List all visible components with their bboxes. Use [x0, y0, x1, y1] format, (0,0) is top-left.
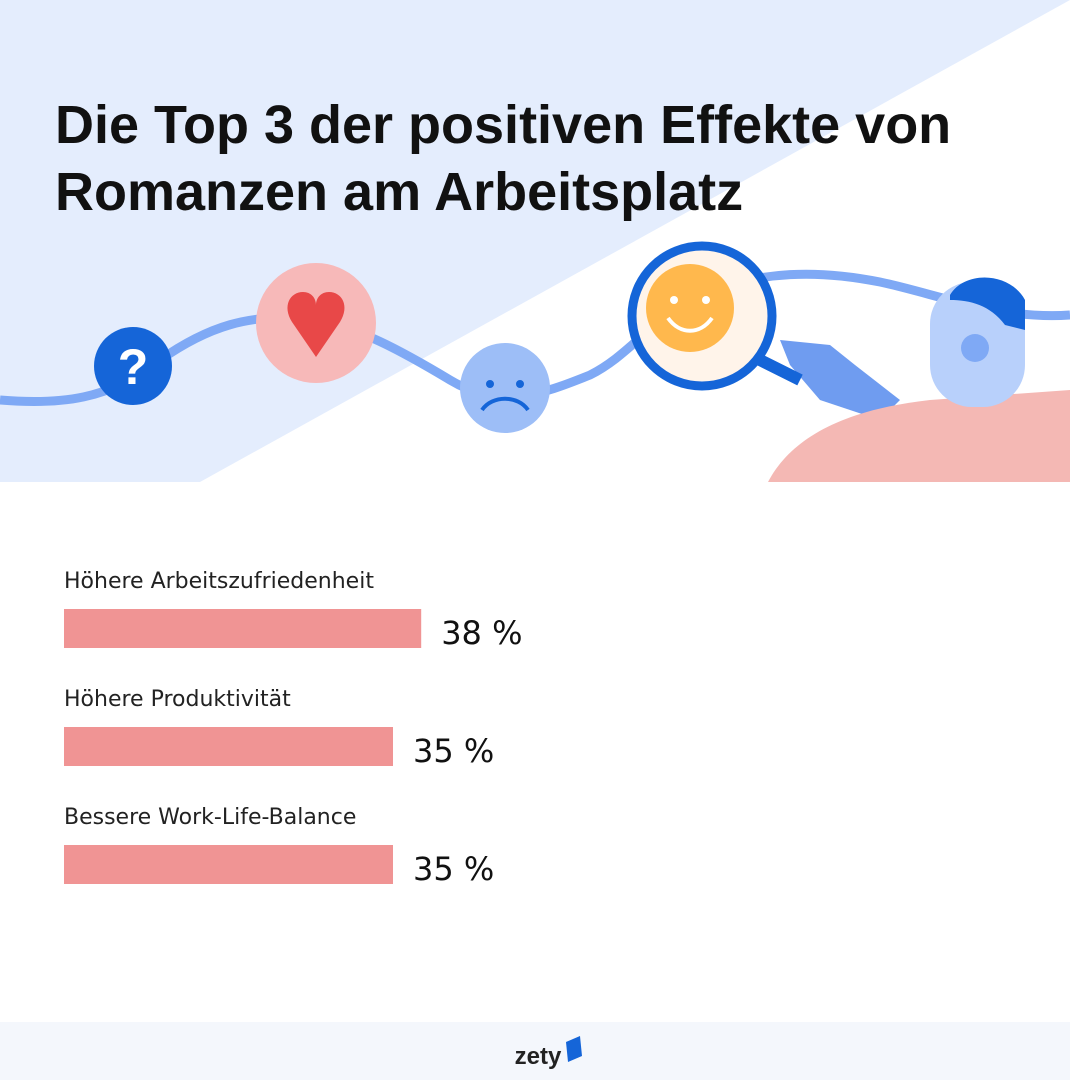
- brand-mark: [566, 1036, 582, 1062]
- sad-icon: [460, 343, 550, 433]
- bar: [64, 845, 393, 884]
- hand: [780, 340, 900, 420]
- footer: [0, 1022, 1070, 1080]
- mouth: [480, 396, 530, 412]
- chart-title: Die Top 3 der positiven Effekte von Roma…: [55, 95, 952, 222]
- brand-logo: zety: [515, 1043, 562, 1070]
- heart: [287, 292, 345, 357]
- value-label: 35 %: [413, 850, 494, 888]
- question-mark: ?: [118, 339, 149, 395]
- category-label: Bessere Work-Life-Balance: [64, 805, 356, 830]
- category-label: Höhere Produktivität: [64, 687, 291, 712]
- happy-icon: [646, 264, 734, 352]
- mouth: [666, 316, 714, 333]
- eye: [702, 296, 710, 304]
- eye: [486, 380, 494, 388]
- bar: [64, 727, 393, 766]
- ear: [961, 334, 989, 362]
- bar: [64, 609, 422, 648]
- magnifier-handle: [757, 354, 803, 386]
- value-label: 35 %: [413, 732, 494, 770]
- body: [768, 390, 1070, 482]
- question-icon: [94, 327, 172, 405]
- hair: [950, 277, 1025, 330]
- category-label: Höhere Arbeitszufriedenheit: [64, 569, 374, 594]
- background: [0, 0, 1070, 482]
- eye: [516, 380, 524, 388]
- eye: [670, 296, 678, 304]
- value-label: 38 %: [441, 614, 522, 652]
